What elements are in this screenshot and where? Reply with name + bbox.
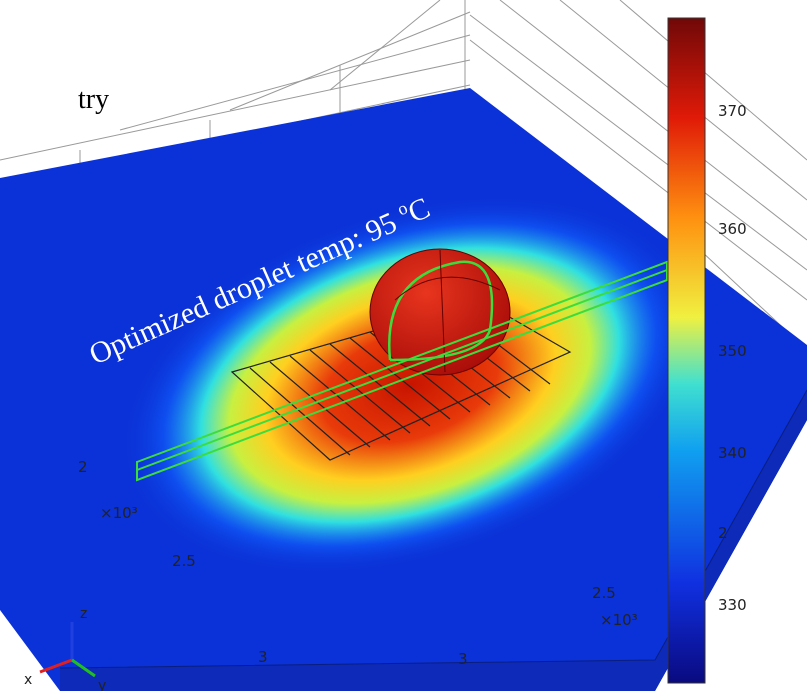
colorbar-tick-label: 360 (718, 220, 747, 238)
triad-label: x (24, 672, 32, 688)
triad-label: y (98, 678, 106, 691)
colorbar-tick-label: 340 (718, 444, 747, 462)
axis-label: 3 (258, 648, 268, 666)
axis-label: 2 (78, 458, 88, 476)
axis-label: 3 (458, 650, 468, 668)
axis-label: ×10³ (600, 611, 638, 629)
axis-label: 2.5 (172, 552, 196, 570)
axis-label: ×10³ (100, 504, 138, 522)
colorbar-tick-label: 330 (718, 596, 747, 614)
triad-label: z (80, 606, 87, 622)
colorbar-tick-label: 370 (718, 102, 747, 120)
scene: Optimized droplet temp: 95 oC try 370 36… (0, 0, 807, 691)
colorbar (668, 18, 705, 683)
caption-fragment: try (78, 84, 109, 115)
axis-label: 2 (718, 524, 728, 542)
axis-label: 2.5 (592, 584, 616, 602)
colorbar-tick-label: 350 (718, 342, 747, 360)
